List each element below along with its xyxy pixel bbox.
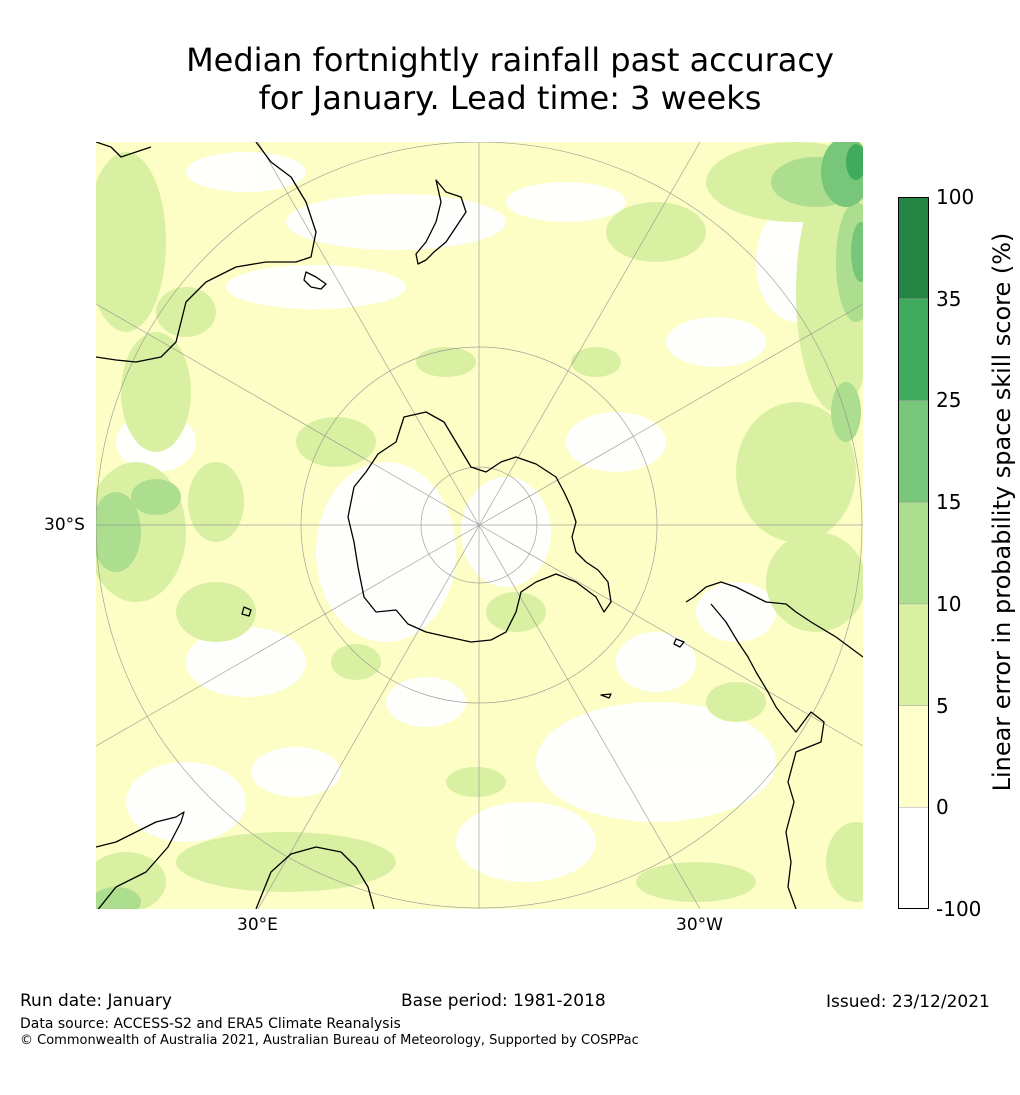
africa-coast: [255, 846, 375, 909]
south-georgia-island: [600, 693, 612, 699]
antarctica-coast: [347, 411, 612, 643]
chart-title-line-2: for January. Lead time: 3 weeks: [258, 79, 762, 117]
longitude-label-30e: 30°E: [237, 915, 278, 935]
data-source: Data source: ACCESS-S2 and ERA5 Climate …: [20, 1016, 401, 1032]
issued-date: Issued: 23/12/2021: [826, 992, 990, 1012]
colorbar-tick-label: 15: [936, 490, 962, 515]
colorbar-tick-label: 25: [936, 388, 962, 413]
south-america-coast: [685, 581, 863, 909]
run-date: Run date: January: [20, 991, 172, 1011]
base-period: Base period: 1981-2018: [401, 991, 606, 1011]
colorbar-title: Linear error in probability space skill …: [988, 232, 1016, 792]
colorbar-bin: [897, 196, 930, 299]
colorbar-tick-label: 35: [936, 286, 962, 311]
colorbar-tick-label: -100: [936, 897, 982, 921]
colorbar-bin: [897, 807, 930, 910]
colorbar-bin: [897, 501, 930, 605]
very-high-skill-patches: [846, 144, 863, 180]
colorbar-tick-label: 0: [936, 795, 949, 820]
colorbar-tick-label: 5: [936, 693, 949, 718]
western-australia-coast: [96, 142, 152, 158]
colorbar: [897, 196, 930, 910]
colorbar-tick-label: 100: [936, 185, 975, 209]
southern-australia-coast: [96, 142, 317, 363]
colorbar-bin: [897, 400, 930, 503]
coastlines: [96, 142, 863, 909]
colorbar-bin: [897, 705, 930, 808]
latitude-label-30s: 30°S: [44, 515, 85, 535]
tasmania-coast: [303, 271, 327, 290]
new-zealand-coast: [415, 179, 467, 265]
graticule: [96, 142, 863, 909]
falkland-islands: [673, 638, 685, 648]
australia-coast: [96, 811, 185, 909]
kerguelen-island: [241, 606, 252, 617]
colorbar-svg: [897, 196, 930, 910]
colorbar-bin: [897, 298, 930, 401]
polar-map-svg: [96, 142, 863, 909]
longitude-label-30w: 30°W: [676, 915, 723, 935]
chart-title-line-1: Median fortnightly rainfall past accurac…: [186, 41, 834, 79]
copyright-notice: © Commonwealth of Australia 2021, Austra…: [20, 1033, 639, 1048]
colorbar-tick-label: 10: [936, 591, 962, 616]
colorbar-bin: [897, 603, 930, 706]
polar-map: [96, 142, 863, 909]
